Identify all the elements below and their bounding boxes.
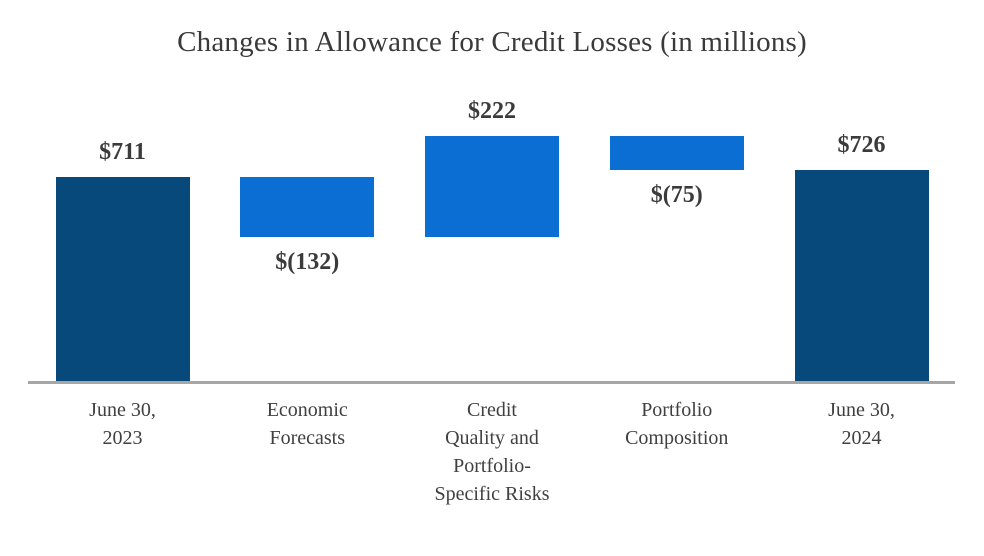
x-axis-category-label-line: June 30, — [828, 399, 895, 421]
chart-title: Changes in Allowance for Credit Losses (… — [177, 26, 807, 58]
bar-value-label-1: $711 — [99, 138, 146, 165]
x-axis-category-label-2: Economic Forecasts — [207, 396, 407, 452]
x-axis-category-label-line: Economic — [266, 399, 348, 421]
bar-value-label-3: $222 — [468, 97, 516, 124]
x-axis-category-label-line: Credit — [467, 399, 517, 421]
bar-value-label-4: $(75) — [650, 182, 703, 209]
waterfall-bar-4 — [609, 135, 744, 171]
waterfall-bar-5 — [794, 170, 929, 383]
bar-value-label-5: $726 — [837, 132, 886, 159]
waterfall-bar-2 — [240, 176, 375, 238]
x-axis-category-label-5: June 30, 2024 — [762, 396, 962, 452]
x-axis-category-label-line: 2023 — [102, 427, 143, 449]
x-axis-category-label-line: Specific Risks — [434, 483, 550, 505]
x-axis-category-label-line: Forecasts — [269, 427, 346, 449]
waterfall-bar-1 — [55, 176, 190, 383]
waterfall-bar-3 — [425, 135, 559, 238]
x-axis-category-label-line: Quality and — [445, 427, 539, 449]
x-axis-category-label-4: Portfolio Composition — [577, 396, 777, 452]
x-axis-category-label-line: 2024 — [841, 427, 882, 449]
x-axis-line — [28, 381, 955, 384]
x-axis-category-label-line: Portfolio — [641, 399, 713, 421]
x-axis-category-label-3: Credit Quality and Portfolio- Specific Risk… — [392, 396, 592, 508]
x-axis-category-label-1: June 30, 2023 — [23, 396, 223, 452]
x-axis-category-label-line: Composition — [625, 427, 729, 449]
x-axis-category-label-line: Portfolio- — [453, 455, 531, 477]
x-axis-category-label-line: June 30, — [89, 399, 156, 421]
bar-value-label-2: $(132) — [275, 249, 340, 276]
